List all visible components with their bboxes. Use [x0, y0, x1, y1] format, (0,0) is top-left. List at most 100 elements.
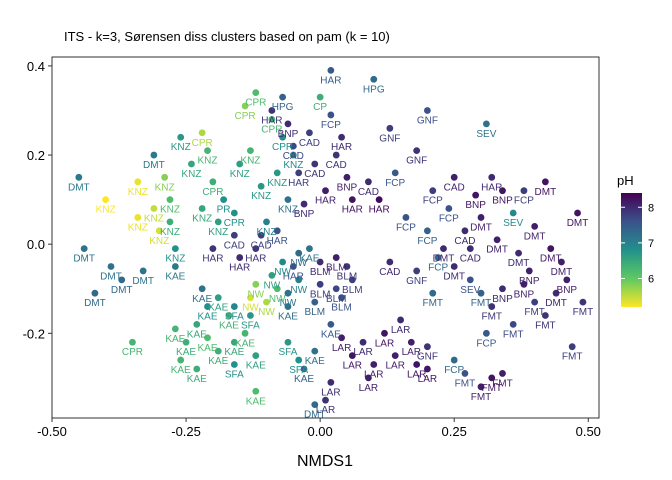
point-label: LAR [391, 325, 410, 336]
data-point [327, 321, 335, 328]
data-point [257, 182, 265, 190]
point-label: FMT [471, 392, 492, 403]
data-point [171, 245, 179, 253]
point-label: CAD [224, 240, 245, 251]
point-label: FMT [455, 378, 476, 389]
data-point [568, 343, 576, 351]
point-label: BLM [310, 289, 331, 300]
data-point [477, 383, 485, 391]
point-label: BNP [557, 285, 578, 296]
data-point [107, 263, 115, 270]
data-point [429, 187, 437, 195]
point-label: DMT [100, 271, 122, 282]
data-point [370, 361, 378, 368]
point-label: NW [269, 294, 286, 305]
point-label: DMT [84, 298, 106, 309]
data-point [289, 142, 297, 150]
data-point [268, 271, 276, 279]
point-label: CAD [251, 240, 272, 251]
point-label: KNZ [283, 160, 303, 171]
data-point [499, 285, 506, 293]
data-point [273, 227, 281, 235]
data-point [525, 267, 533, 275]
point-label: HAR [245, 254, 266, 265]
point-label: KNZ [198, 156, 218, 167]
point-label: NW [264, 280, 281, 291]
data-point [541, 312, 549, 319]
point-label: HAR [261, 115, 282, 126]
point-label: BNP [465, 200, 486, 211]
point-label: LAR [359, 383, 378, 394]
point-label: FMT [562, 352, 583, 363]
data-point [482, 329, 490, 337]
point-label: CPR [234, 111, 255, 122]
point-label: KNZ [155, 182, 175, 193]
data-point [488, 374, 496, 382]
data-point [332, 254, 340, 261]
point-label: CPR [261, 124, 282, 135]
data-point [311, 298, 319, 306]
point-label: KNZ [128, 187, 148, 198]
data-point [289, 263, 297, 270]
point-label: FCP [444, 365, 464, 376]
data-point [531, 222, 539, 230]
data-point [230, 209, 238, 217]
point-label: KAE [165, 334, 185, 345]
point-label: LAR [385, 361, 404, 372]
point-label: DMT [540, 254, 562, 265]
point-label: HAR [481, 182, 502, 193]
data-point [279, 93, 286, 101]
point-label: CPR [202, 187, 223, 198]
point-label: CAD [326, 160, 347, 171]
data-point [236, 160, 244, 168]
point-label: KNZ [208, 227, 228, 238]
point-label: FCP [514, 196, 534, 207]
point-label: HAR [342, 205, 363, 216]
point-label: KNZ [149, 236, 169, 247]
data-point [391, 169, 399, 177]
data-point [295, 169, 303, 177]
point-label: DMT [508, 258, 530, 269]
data-point [295, 276, 303, 284]
data-point [493, 236, 501, 244]
data-point [289, 151, 297, 159]
data-point [423, 107, 431, 114]
point-label: KAE [208, 303, 228, 314]
point-label: DMT [132, 276, 154, 287]
data-point [488, 173, 496, 181]
point-label: CAD [460, 254, 481, 265]
data-point [402, 214, 410, 221]
point-label: DMT [535, 187, 557, 198]
data-point [547, 245, 555, 253]
point-label: CP [313, 102, 327, 113]
point-label: SFA [225, 370, 244, 381]
point-label: KNZ [257, 227, 277, 238]
point-label: DMT [486, 245, 508, 256]
data-point [198, 129, 206, 137]
data-point [284, 338, 292, 346]
data-point [129, 338, 136, 346]
point-label: BNP [492, 196, 513, 207]
data-point [230, 338, 238, 346]
data-point [440, 245, 447, 253]
point-label: BLM [326, 294, 347, 305]
point-label: LAR [316, 405, 335, 416]
data-point [247, 147, 254, 154]
data-point [268, 115, 276, 123]
point-label: KNZ [160, 227, 180, 238]
data-point [188, 160, 195, 168]
data-point [75, 173, 83, 181]
point-label: KNZ [251, 191, 271, 202]
point-label: HAR [369, 205, 390, 216]
data-point [118, 276, 126, 284]
data-point [214, 294, 222, 302]
data-point [295, 249, 303, 257]
axes: -0.50 -0.25 0.00 0.25 0.50 -0.2 0.0 0.2 0.4 [23, 59, 601, 439]
point-label: DMT [567, 218, 589, 229]
data-point [300, 200, 308, 208]
point-label: LAR [353, 347, 372, 358]
data-points [75, 66, 587, 409]
data-point [166, 196, 174, 204]
point-label: HAR [283, 271, 304, 282]
